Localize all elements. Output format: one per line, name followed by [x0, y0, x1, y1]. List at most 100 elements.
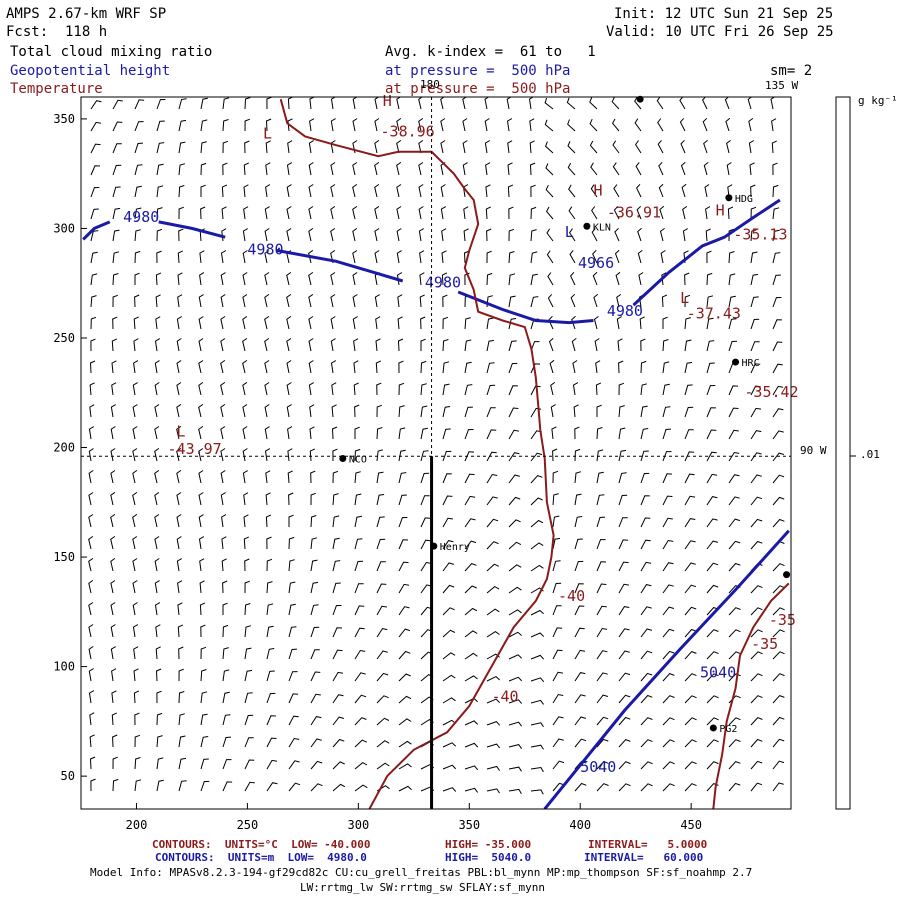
wind-barb	[662, 562, 674, 572]
wind-barb	[706, 584, 719, 594]
wind-barb	[134, 121, 144, 132]
height-contour-label: 5040	[580, 758, 616, 776]
wind-barb	[551, 426, 557, 440]
wind-barb	[508, 474, 520, 484]
wind-barb	[750, 695, 763, 704]
wind-barb	[568, 228, 576, 242]
station-dot	[725, 194, 733, 202]
wind-barb	[442, 361, 450, 374]
wind-barb	[594, 338, 600, 352]
wind-barb	[574, 627, 585, 638]
wind-barb	[486, 272, 493, 286]
wind-barb	[728, 385, 739, 396]
wind-barb	[288, 737, 300, 748]
footer-temp-contours: CONTOURS: UNITS=°C LOW= -40.000	[152, 838, 371, 851]
wind-barb	[528, 97, 535, 110]
wind-barb	[640, 517, 651, 528]
temperature-contour-label: -36.91	[607, 203, 661, 221]
wind-barb	[396, 117, 402, 132]
wind-barb	[264, 272, 270, 286]
wind-barb	[486, 630, 500, 638]
wind-barb	[354, 739, 368, 748]
wind-barb	[243, 184, 249, 198]
wind-barb	[611, 118, 620, 132]
wind-barb	[332, 716, 345, 726]
wind-barb	[396, 139, 402, 154]
wind-barb	[636, 183, 642, 198]
wind-barb	[287, 470, 293, 484]
wind-barb	[155, 316, 161, 330]
wind-barb	[264, 250, 270, 264]
wind-barb	[728, 496, 740, 506]
wind-barb	[374, 205, 380, 220]
wind-barb	[286, 206, 292, 220]
wind-barb	[308, 360, 314, 374]
station-label: NCO	[349, 454, 367, 465]
wind-barb	[640, 360, 647, 374]
wind-barb	[508, 228, 515, 242]
wind-barb	[418, 117, 424, 132]
wind-barb	[507, 184, 514, 198]
contour-layer	[82, 98, 790, 809]
wind-barb	[508, 452, 520, 462]
wind-barb	[418, 184, 424, 198]
wind-barb	[418, 162, 424, 176]
wind-barb	[220, 294, 226, 308]
wind-barb	[703, 162, 709, 176]
wind-barb	[595, 360, 601, 374]
wind-barb	[176, 425, 182, 440]
wind-barb	[574, 493, 582, 506]
wind-barb	[750, 629, 763, 638]
y-tick-label: 250	[53, 331, 75, 345]
wind-barb	[177, 294, 183, 308]
wind-barb	[198, 294, 204, 308]
wind-barb	[634, 97, 642, 110]
wind-barb	[566, 97, 576, 110]
wind-barb	[376, 695, 389, 704]
wind-barb	[156, 207, 163, 220]
temperature-contour-label: -35.13	[733, 225, 787, 243]
wind-barb	[221, 184, 228, 198]
wind-barb	[728, 540, 741, 550]
height-contour-label: 4980	[247, 241, 283, 259]
wind-barb	[88, 514, 94, 528]
wind-barb	[567, 119, 576, 132]
wind-barb	[332, 694, 344, 704]
wind-barb	[618, 539, 629, 550]
wind-barb	[618, 672, 631, 682]
wind-barb	[530, 699, 544, 705]
wind-barb	[728, 340, 738, 352]
wind-barb	[640, 539, 651, 550]
wind-barb	[376, 605, 387, 616]
wind-barb	[637, 250, 643, 264]
wind-barb	[352, 272, 358, 286]
wind-barb	[199, 272, 205, 286]
wind-barb	[198, 360, 204, 374]
wind-barb	[618, 517, 628, 528]
wind-barb	[419, 250, 425, 264]
wind-barb	[88, 535, 94, 550]
wind-barb	[614, 227, 620, 242]
wind-barb	[354, 605, 365, 616]
wind-barb	[420, 517, 431, 528]
wind-barb	[309, 448, 316, 462]
wind-barb	[198, 403, 204, 418]
wind-barb	[464, 607, 478, 616]
wind-barb	[420, 360, 427, 374]
wind-barb	[266, 558, 273, 572]
wind-barb	[662, 517, 673, 528]
wind-barb	[750, 782, 763, 792]
footer-temp-high: HIGH= -35.000	[445, 838, 532, 851]
colorbar-box	[835, 96, 851, 810]
wind-barb	[567, 141, 576, 154]
wind-barb	[154, 558, 160, 572]
wind-barb	[508, 721, 522, 727]
temperature-contour-label: -40	[491, 688, 518, 706]
wind-barb	[330, 227, 336, 242]
wind-barb	[376, 628, 388, 638]
wind-barb	[220, 426, 226, 440]
wind-barb	[440, 206, 447, 220]
wind-barb	[684, 584, 697, 594]
wind-barb	[242, 470, 248, 484]
wind-barb	[616, 316, 622, 330]
